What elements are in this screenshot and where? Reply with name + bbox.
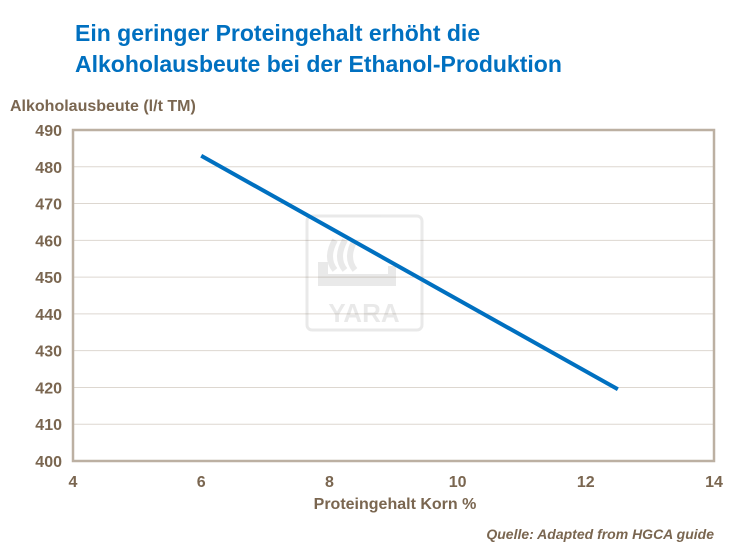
title-line-1: Ein geringer Proteingehalt erhöht die xyxy=(75,20,481,46)
y-tick-label: 420 xyxy=(35,380,62,397)
x-tick-label: 6 xyxy=(197,474,206,491)
x-axis-label: Proteingehalt Korn % xyxy=(313,496,477,513)
title-line-2: Alkoholausbeute bei der Ethanol-Produkti… xyxy=(75,51,562,77)
x-tick-label: 10 xyxy=(449,474,467,491)
y-tick-label: 400 xyxy=(35,454,62,471)
svg-text:YARA: YARA xyxy=(328,298,400,328)
y-tick-label: 410 xyxy=(35,417,62,434)
x-tick-label: 4 xyxy=(69,474,78,491)
y-tick-label: 430 xyxy=(35,344,62,361)
y-tick-label: 460 xyxy=(35,233,62,250)
y-tick-label: 450 xyxy=(35,270,62,287)
chart-title: Ein geringer Proteingehalt erhöht die Al… xyxy=(75,18,562,80)
x-tick-label: 12 xyxy=(577,474,595,491)
source-note: Quelle: Adapted from HGCA guide xyxy=(486,526,714,542)
series-line xyxy=(200,153,619,392)
y-axis-label: Alkoholausbeute (l/t TM) xyxy=(10,98,196,115)
y-tick-label: 440 xyxy=(35,307,62,324)
y-tick-label: 470 xyxy=(35,197,62,214)
x-tick-label: 8 xyxy=(325,474,334,491)
yara-watermark: YARA xyxy=(305,214,424,332)
y-tick-label: 480 xyxy=(35,160,62,177)
x-tick-label: 14 xyxy=(705,474,723,491)
plot-area xyxy=(71,128,716,463)
y-tick-label: 490 xyxy=(35,123,62,140)
